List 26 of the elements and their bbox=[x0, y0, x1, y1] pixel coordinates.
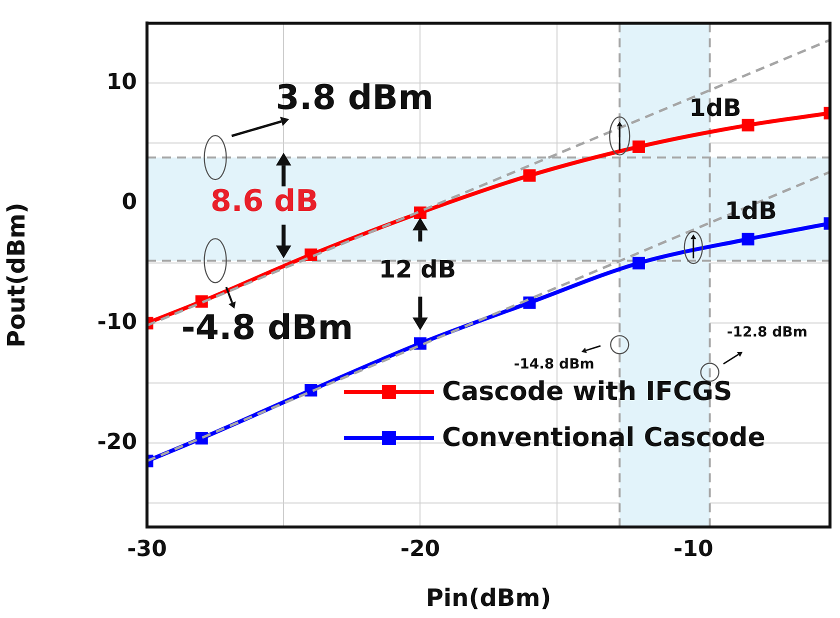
point bbox=[304, 248, 318, 261]
point bbox=[523, 169, 536, 182]
annotation: 1dB bbox=[689, 94, 742, 122]
point bbox=[632, 140, 646, 153]
annotation: 1dB bbox=[724, 196, 777, 225]
x-tick-label: -30 bbox=[127, 536, 167, 562]
point bbox=[414, 337, 426, 350]
annotation: -12.8 dBm bbox=[726, 324, 808, 340]
annotation: -14.8 dBm bbox=[514, 356, 594, 373]
legend-label: Conventional Cascode bbox=[442, 423, 766, 453]
x-tick-label: -10 bbox=[674, 536, 714, 562]
annotation: 12 dB bbox=[378, 256, 456, 284]
y-tick-label: 0 bbox=[122, 190, 137, 215]
legend-label: Cascode with IFCGS bbox=[442, 377, 732, 407]
point bbox=[742, 232, 754, 246]
annotation: -4.8 dBm bbox=[181, 308, 354, 348]
x-tick-label: -20 bbox=[400, 536, 440, 562]
y-tick-label: -20 bbox=[97, 430, 137, 455]
annotation: 8.6 dB bbox=[210, 184, 318, 219]
point bbox=[742, 118, 754, 132]
x-axis-title: Pin(dBm) bbox=[426, 584, 552, 612]
y-tick-label: 10 bbox=[106, 70, 137, 95]
y-tick-label: -10 bbox=[97, 310, 137, 335]
y-axis-title: Pout(dBm) bbox=[2, 202, 31, 348]
point bbox=[632, 256, 646, 270]
annotation: 3.8 dBm bbox=[276, 78, 434, 118]
